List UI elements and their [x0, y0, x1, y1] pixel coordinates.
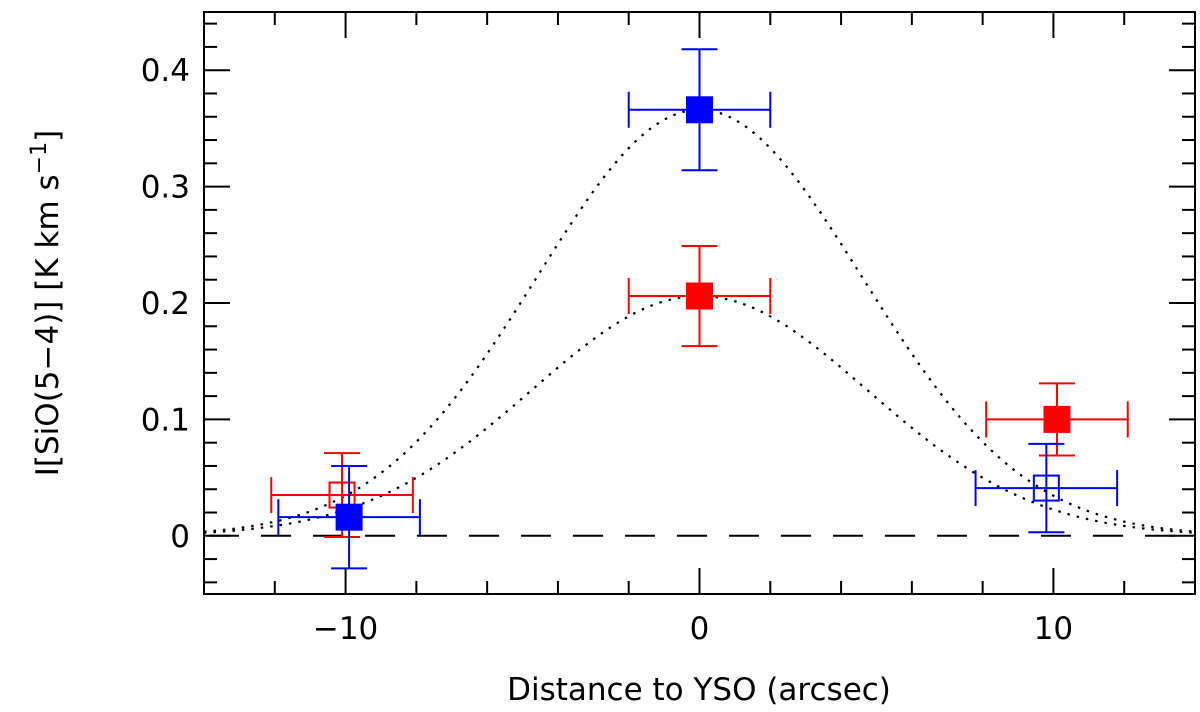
y-axis-label-main: I[SiO(5−4)] [K km s [30, 174, 66, 476]
tick-labels: −10 0 10 0 0.1 0.2 0.3 0.4 [141, 53, 1073, 647]
data-point-filled-square [686, 282, 713, 310]
y-tick-label: 0.3 [141, 170, 190, 206]
x-tick-label: 0 [690, 611, 710, 647]
y-axis-label-superscript: −1 [27, 142, 52, 174]
x-tick-label: 10 [1034, 611, 1073, 647]
y-tick-label: 0.4 [141, 53, 190, 89]
data-point-filled-square [686, 96, 713, 124]
data-point-filled-square [1043, 405, 1071, 433]
axes [203, 11, 1196, 595]
x-axis-label: Distance to YSO (arcsec) [507, 672, 891, 708]
y-tick-label: 0.2 [141, 286, 190, 322]
data-point-filled-square [335, 503, 363, 531]
x-tick-label: −10 [313, 611, 378, 647]
y-axis-label: I[SiO(5−4)] [K km s−1] [27, 130, 66, 476]
gaussian-fit-curve-0 [203, 108, 1195, 533]
y-tick-label: 0.1 [141, 402, 190, 438]
data-point-open-square [1032, 474, 1060, 502]
y-tick-label: 0 [170, 519, 190, 555]
y-axis-label-end: ] [30, 130, 66, 142]
data-points [270, 48, 1129, 570]
